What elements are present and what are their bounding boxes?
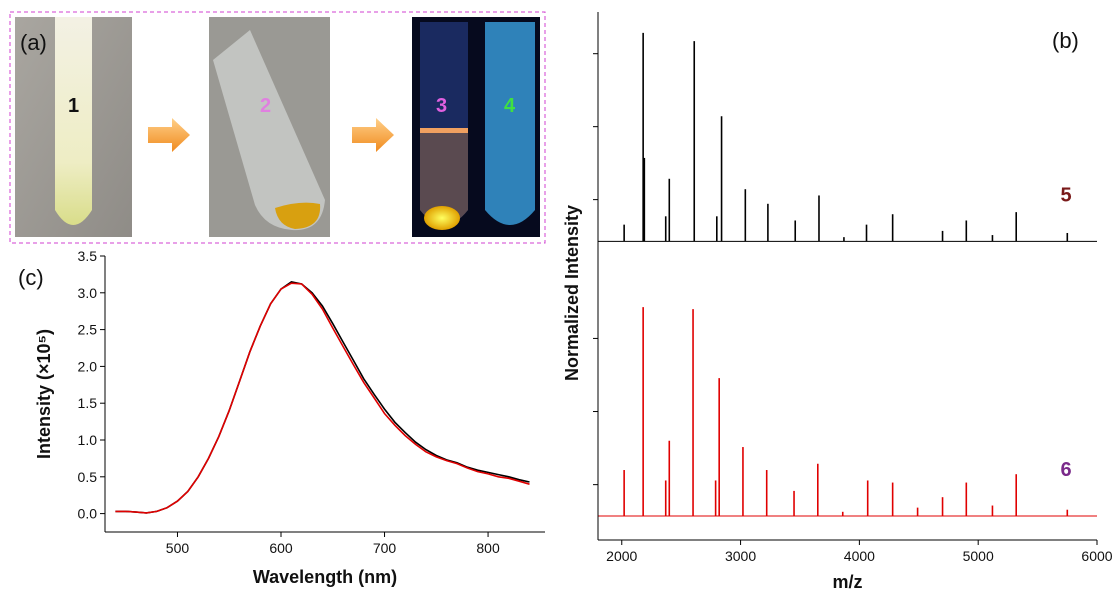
glow (424, 206, 460, 230)
interface (420, 128, 468, 133)
spectrum-line (115, 280, 530, 514)
tube-label: 2 (260, 95, 271, 117)
tube-label: 3 (436, 95, 447, 117)
spectrum-label: 5 (1060, 184, 1071, 206)
x-tick-label: 500 (166, 540, 190, 556)
liquid (420, 130, 468, 225)
x-tick-label: 5000 (963, 548, 994, 564)
y-tick-label: 0.5 (78, 469, 98, 485)
y-tick-label: 3.0 (78, 285, 98, 301)
y-tick-label: 1.0 (78, 432, 98, 448)
y-axis-label: Intensity (×10⁵) (34, 329, 54, 459)
x-tick-label: 6000 (1081, 548, 1112, 564)
x-axis-label: Wavelength (nm) (253, 567, 397, 587)
tube (55, 17, 92, 225)
spectrum-line (115, 282, 530, 514)
x-tick-label: 700 (373, 540, 397, 556)
x-tick-label: 2000 (606, 548, 637, 564)
x-axis-label: m/z (832, 572, 862, 590)
panel-label: (c) (18, 265, 44, 290)
y-axis-label: Normalized Intensity (562, 205, 582, 381)
x-tick-label: 800 (476, 540, 500, 556)
y-tick-label: 3.5 (78, 248, 98, 264)
y-tick-label: 2.0 (78, 358, 98, 374)
tube (213, 30, 325, 231)
arrow (352, 118, 394, 152)
y-tick-label: 2.5 (78, 322, 98, 338)
arrow (148, 118, 190, 152)
x-tick-label: 4000 (844, 548, 875, 564)
panel-label: (b) (1052, 28, 1079, 53)
x-tick-label: 600 (269, 540, 293, 556)
panel-a: (a) 1 2 3 4 (9, 11, 546, 244)
spectrum-label: 6 (1060, 459, 1071, 481)
panel-label: (a) (20, 30, 47, 55)
tube-label: 1 (68, 95, 79, 117)
residue (275, 202, 321, 229)
panel-frame (9, 11, 546, 244)
tube-label: 4 (504, 95, 516, 117)
x-tick-label: 3000 (725, 548, 756, 564)
y-tick-label: 1.5 (78, 395, 98, 411)
y-tick-label: 0.0 (78, 506, 98, 522)
tube (485, 22, 535, 225)
